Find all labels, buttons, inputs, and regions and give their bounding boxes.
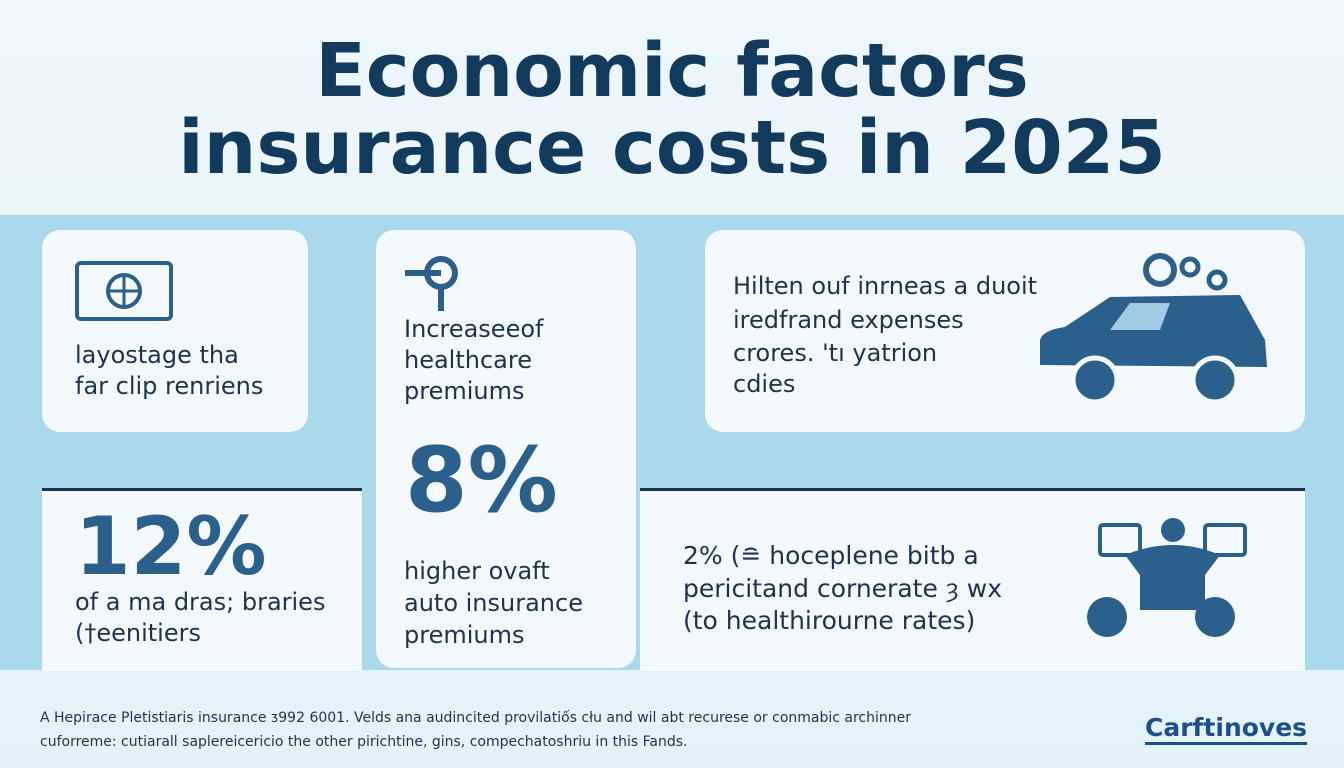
card-text: auto insurance	[404, 589, 583, 617]
card-text: layostage tha	[75, 341, 239, 369]
card-text: crores. 'tı yatrion	[733, 339, 938, 367]
title-line: Economic factors	[315, 28, 1029, 114]
card-text: of a ma dras; braries	[75, 588, 326, 616]
card-text: premiums	[404, 621, 525, 649]
title-line: insurance costs in 2025	[178, 105, 1166, 191]
card-text: Increaseeof	[404, 315, 544, 343]
card-text: (†eenitiers	[75, 619, 201, 647]
card-text: cdies	[733, 370, 796, 398]
card-text: 2% (≘ hoceplene bitb a	[683, 541, 979, 570]
card	[42, 488, 362, 671]
stat: 8%	[405, 428, 558, 533]
card-text: iredfrand expenses	[733, 306, 964, 334]
card-text: (to healthirourne rates)	[683, 606, 976, 635]
icon	[75, 261, 173, 321]
brand: Carftinoves	[1145, 713, 1308, 745]
card-text: healthcare	[404, 346, 532, 374]
card-text: Hilten ouf inrneas a duoit	[733, 272, 1038, 300]
robot-icon	[1087, 518, 1247, 637]
card	[376, 230, 636, 668]
footer-text: A Hepirace Pletistiaris insurance ᴣ992 6…	[40, 710, 912, 726]
card-text: higher ovaft	[404, 557, 550, 585]
card-text: far clip renriens	[75, 372, 264, 400]
stat: 12%	[75, 500, 267, 593]
footer-text: cuforreme: cutiarall saplereicericio the…	[40, 734, 688, 750]
card-text: pericitand cornerate ȝ wx	[683, 574, 1003, 603]
card-text: premiums	[404, 377, 525, 405]
car-icon	[1040, 253, 1267, 405]
icon	[405, 256, 458, 311]
